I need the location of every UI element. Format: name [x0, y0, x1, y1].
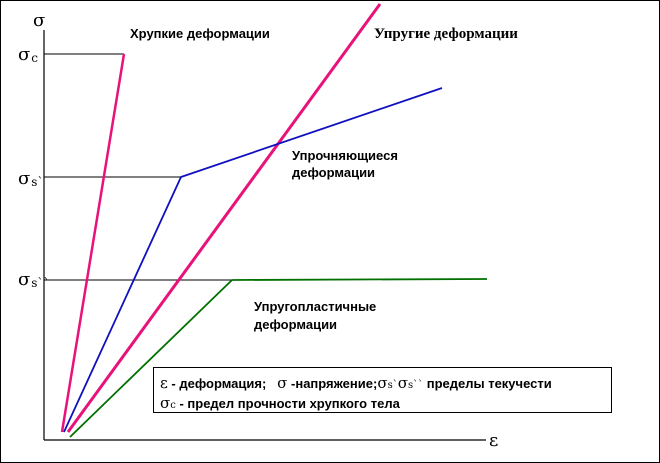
brittle-curve-label: Хрупкие деформации: [130, 26, 270, 41]
legend-sigma-s2-sub: s``: [407, 380, 424, 391]
legend-epsilon-text: - деформация;: [167, 376, 267, 391]
legend-sigma-text: -напряжение;: [287, 376, 378, 391]
elastoplastic-curve-label-line2: деформации: [254, 317, 337, 332]
y-axis-symbol: σ: [33, 10, 45, 31]
legend-strength-text: - предел прочности хрупкого тела: [175, 396, 400, 411]
legend-row-1: ε - деформация; σ -напряжение;σs`σs`` пр…: [160, 374, 552, 392]
legend-sigma-s1-symbol: σ: [377, 374, 388, 392]
legend-box: ε - деформация; σ -напряжение;σs`σs`` пр…: [153, 367, 612, 413]
legend-sigma-c-symbol: σ: [160, 394, 171, 412]
legend-row-2: σc - предел прочности хрупкого тела: [160, 394, 400, 412]
legend-sigma-symbol: σ: [277, 374, 288, 392]
legend-epsilon-symbol: ε: [160, 374, 168, 392]
sigma-s1-label: σs`: [18, 168, 43, 189]
hardening-curve-label-line1: Упрочняющиеся: [292, 148, 398, 163]
brittle-curve: [60, 53, 126, 433]
elastoplastic-curve: [69, 278, 488, 438]
legend-sigma-s2-symbol: σ: [397, 374, 408, 392]
legend-sigma-s1-sub: s`: [387, 380, 398, 391]
x-axis-symbol: ε: [489, 430, 498, 451]
legend-sigma-c-sub: c: [170, 400, 176, 411]
elastic-curve: [66, 3, 382, 433]
hardening-curve-label-line2: деформации: [292, 165, 375, 180]
hardening-curve: [63, 87, 443, 433]
sigma-s2-label: σs``: [18, 269, 49, 290]
sigma-c-label: σc: [18, 44, 38, 65]
legend-yield-text: пределы текучести: [423, 376, 552, 391]
elastoplastic-curve-label-line1: Упругопластичные: [254, 299, 376, 314]
elastic-curve-label: Упругие деформации: [374, 26, 518, 42]
